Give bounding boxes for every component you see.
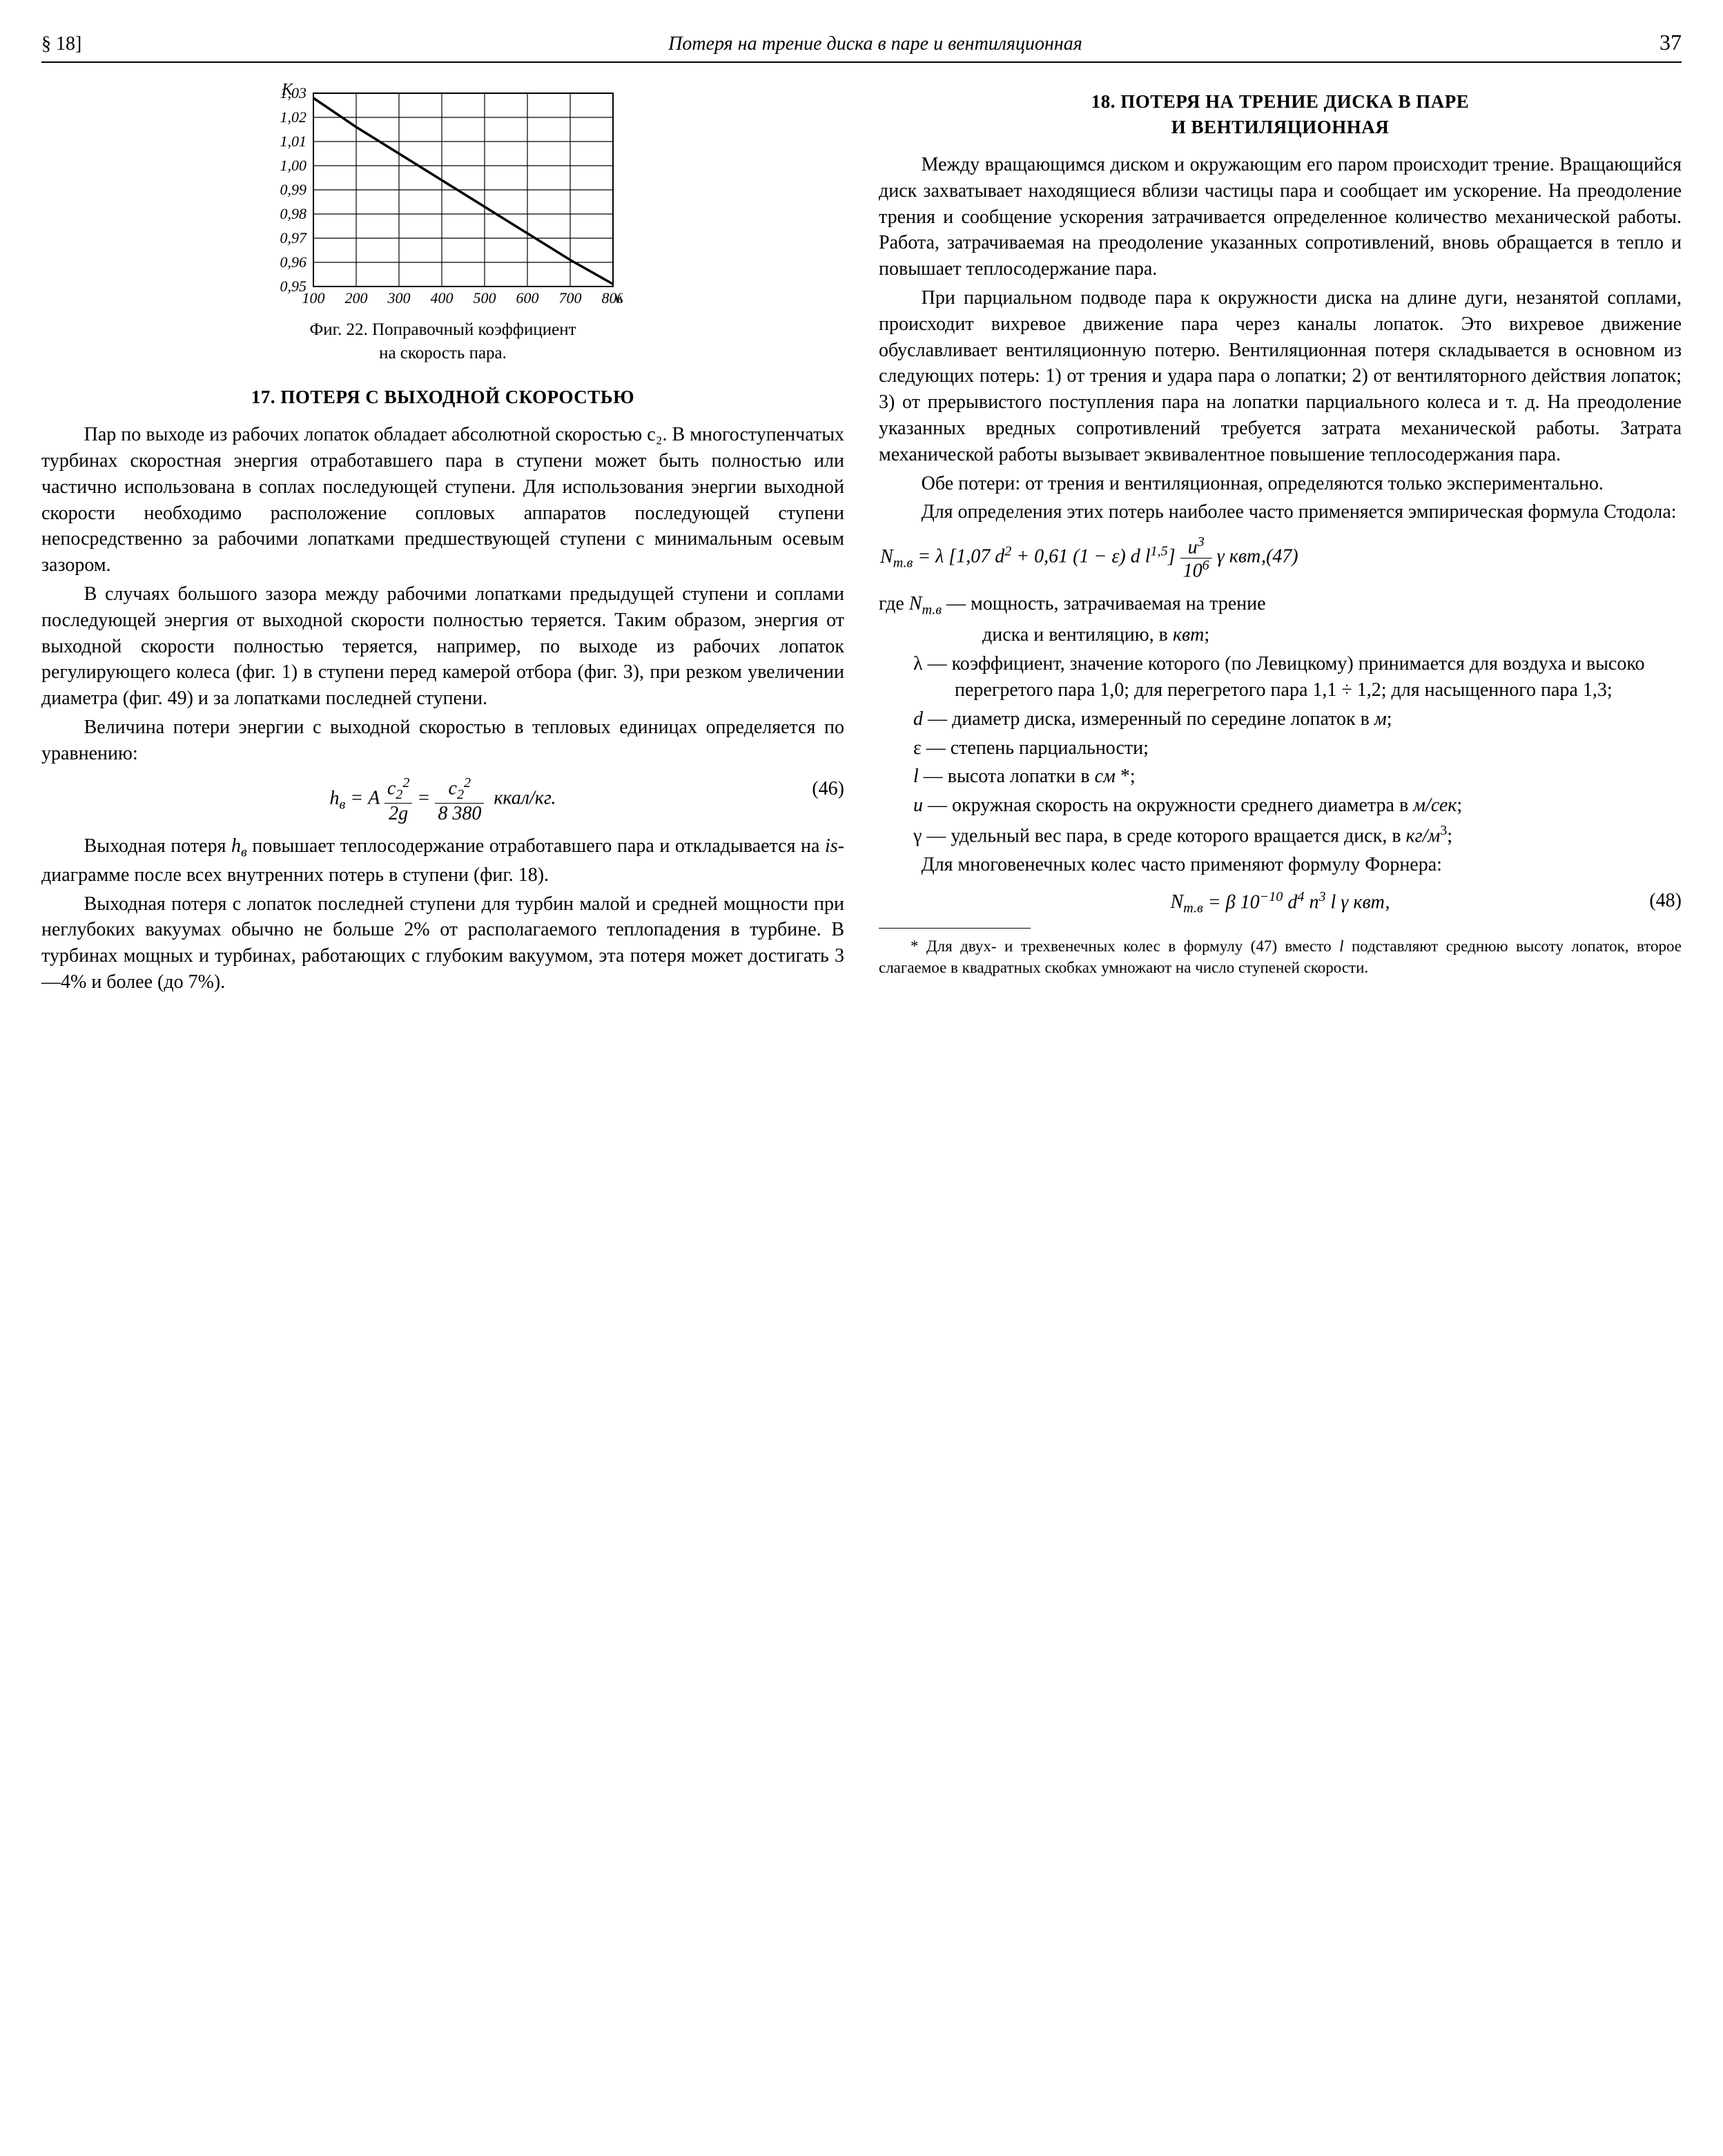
def-eps: ε — степень парциальности;	[955, 735, 1682, 761]
para-18-3: Обе потери: от трения и вентиляционная, …	[879, 471, 1682, 497]
caption-line1: Фиг. 22. Поправочный коэффициент	[309, 320, 576, 339]
para-17-4: Выходная потеря hв повышает теплосодержа…	[41, 833, 844, 888]
svg-text:200: 200	[344, 289, 367, 307]
svg-text:0,98: 0,98	[280, 205, 306, 222]
svg-text:1,01: 1,01	[280, 133, 306, 150]
svg-text:1,02: 1,02	[280, 108, 306, 126]
svg-text:0,96: 0,96	[280, 253, 306, 271]
page-number: 37	[1626, 28, 1682, 57]
section-18-title-l1: 18. ПОТЕРЯ НА ТРЕНИЕ ДИСКА В ПАРЕ	[1091, 91, 1470, 112]
def-gamma: γ — удельный вес пара, в среде которого …	[955, 822, 1682, 849]
def-d: d — диаметр диска, измеренный по середин…	[955, 706, 1682, 732]
footnote-rule	[879, 928, 1031, 929]
para-18-4: Для определения этих потерь наиболее час…	[879, 499, 1682, 525]
symbol-definitions: диска и вентиляцию, в квт; λ — коэффицие…	[955, 622, 1682, 849]
para-17-1: Пар по выходе из рабочих лопаток обладае…	[41, 422, 844, 579]
para-18-5: Для многовенечных колес часто применяют …	[879, 852, 1682, 878]
section-17-title: 17. ПОТЕРЯ С ВЫХОДНОЙ СКОРОСТЬЮ	[41, 385, 844, 409]
svg-text:K: K	[281, 84, 294, 99]
equation-46: hв = A c22 2g = c22 8 380 ккал/кг. (46)	[41, 776, 844, 823]
section-18-title-l2: И ВЕНТИЛЯЦИОННАЯ	[1171, 117, 1389, 137]
where-clause: где Nт.в — мощность, затрачиваемая на тр…	[879, 591, 1682, 620]
svg-text:700: 700	[558, 289, 581, 307]
svg-text:300: 300	[387, 289, 410, 307]
def-N: диска и вентиляцию, в квт;	[982, 622, 1682, 648]
right-column: 18. ПОТЕРЯ НА ТРЕНИЕ ДИСКА В ПАРЕ И ВЕНТ…	[879, 77, 1682, 998]
footnote: * Для двух- и трехвенечных колес в форму…	[879, 935, 1682, 978]
svg-text:w: w	[614, 289, 623, 307]
para-17-5: Выходная потеря с лопаток последней ступ…	[41, 891, 844, 996]
para-17-2: В случаях большого зазора между рабочими…	[41, 581, 844, 712]
para-18-1: Между вращающимся диском и окружающим ег…	[879, 152, 1682, 282]
svg-text:0,95: 0,95	[280, 278, 306, 295]
para-18-2: При парциальном подводе пара к окружност…	[879, 285, 1682, 468]
eqnum-46: (46)	[812, 776, 844, 802]
para-17-3: Величина потери энергии с выходной скоро…	[41, 715, 844, 767]
caption-line2: на скорость пара.	[379, 344, 507, 362]
svg-text:0,99: 0,99	[280, 181, 306, 198]
left-column: 1002003004005006007008000,950,960,970,98…	[41, 77, 844, 998]
svg-text:400: 400	[430, 289, 453, 307]
header-title: Потеря на трение диска в паре и вентиляц…	[124, 31, 1626, 57]
def-u: u — окружная скорость на окружности сред…	[955, 793, 1682, 819]
header-section: § 18]	[41, 31, 124, 57]
svg-text:0,97: 0,97	[280, 229, 307, 246]
correction-coefficient-chart: 1002003004005006007008000,950,960,970,98…	[264, 84, 623, 311]
def-lambda: λ — коэффициент, значение которого (по Л…	[955, 651, 1682, 703]
figure-caption: Фиг. 22. Поправочный коэффициент на скор…	[41, 318, 844, 365]
svg-text:600: 600	[516, 289, 538, 307]
def-l: l — высота лопатки в см *;	[955, 764, 1682, 790]
section-18-title: 18. ПОТЕРЯ НА ТРЕНИЕ ДИСКА В ПАРЕ И ВЕНТ…	[879, 89, 1682, 139]
equation-47: Nт.в = λ [1,07 d2 + 0,61 (1 − ε) d l1,5]…	[879, 535, 1682, 581]
svg-text:1,00: 1,00	[280, 157, 306, 174]
eqnum-48: (48)	[1649, 888, 1682, 914]
equation-48: Nт.в = β 10−10 d4 n3 l γ квт, (48)	[879, 888, 1682, 918]
running-header: § 18] Потеря на трение диска в паре и ве…	[41, 28, 1682, 63]
svg-text:500: 500	[473, 289, 496, 307]
